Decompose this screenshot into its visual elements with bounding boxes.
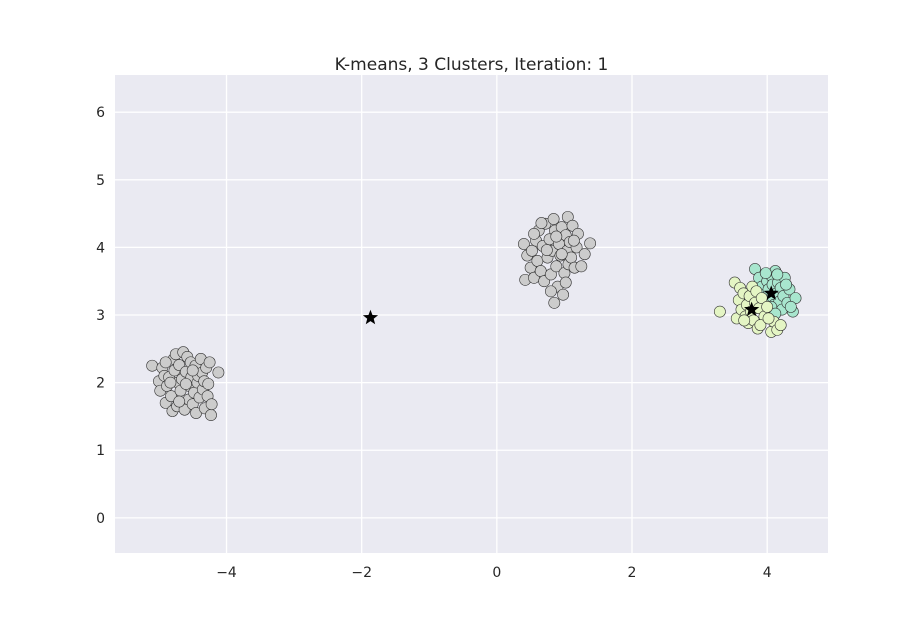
y-tick-label: 3 xyxy=(96,308,105,324)
scatter-point-cluster-1 xyxy=(545,268,557,281)
grid-lines xyxy=(115,75,828,553)
scatter-point-cluster-1 xyxy=(178,403,191,416)
scatter-point-cluster-3 xyxy=(738,314,751,327)
scatter-point-cluster-1 xyxy=(180,378,192,390)
y-tick-label: 2 xyxy=(96,376,105,392)
x-tick-label: 0 xyxy=(492,565,501,581)
centroid-star xyxy=(763,285,779,300)
scatter-point-cluster-1 xyxy=(578,248,591,261)
scatter-point-cluster-1 xyxy=(535,217,548,229)
x-tick-label: 2 xyxy=(628,565,637,581)
scatter-point-cluster-1 xyxy=(550,230,563,243)
scatter-point-cluster-1 xyxy=(205,398,218,411)
scatter-point-cluster-1 xyxy=(205,409,217,421)
scatter-point-cluster-1 xyxy=(173,395,186,408)
scatter-point-cluster-1 xyxy=(202,378,215,390)
scatter-point-cluster-2 xyxy=(771,268,784,281)
scatter-point-cluster-3 xyxy=(754,319,767,332)
y-axis-ticks: 0 1 2 3 4 5 6 xyxy=(96,105,105,527)
scatter-point-cluster-1 xyxy=(165,390,177,403)
scatter-point-cluster-3 xyxy=(761,301,774,313)
scatter-point-cluster-1 xyxy=(559,276,572,289)
scatter-point-cluster-1 xyxy=(540,244,553,257)
plot-background xyxy=(115,75,828,553)
y-tick-label: 5 xyxy=(96,173,105,189)
scatter-point-cluster-1 xyxy=(567,234,580,247)
scatter-point-cluster-1 xyxy=(526,244,538,257)
scatter-point-cluster-1 xyxy=(203,356,216,369)
y-tick-label: 0 xyxy=(96,511,105,527)
scatter-point-cluster-1 xyxy=(528,227,540,240)
centroids xyxy=(362,285,779,325)
scatter-point-cluster-1 xyxy=(557,288,569,301)
scatter-point-cluster-1 xyxy=(566,219,579,232)
scatter-point-cluster-1 xyxy=(159,356,172,369)
centroid-star xyxy=(362,309,379,325)
scatter-point-cluster-2 xyxy=(780,278,792,291)
scatter-point-cluster-1 xyxy=(146,359,159,372)
scatter-point-cluster-1 xyxy=(575,260,588,273)
scatter-point-cluster-1 xyxy=(164,376,177,389)
chart-title: K-means, 3 Clusters, Iteration: 1 xyxy=(335,55,609,75)
centroid-star xyxy=(744,301,760,317)
scatter-point-cluster-3 xyxy=(762,312,775,325)
scatter-point-cluster-1 xyxy=(545,285,557,298)
scatter-point-cluster-2 xyxy=(759,267,772,279)
scatter-point-cluster-1 xyxy=(534,265,547,277)
scatter-point-cluster-1 xyxy=(555,248,568,261)
scatter-point-cluster-3 xyxy=(774,319,787,332)
scatter-point-cluster-3 xyxy=(713,305,726,318)
scatter-point-cluster-2 xyxy=(784,301,797,313)
y-tick-label: 4 xyxy=(96,240,105,256)
x-tick-label: −4 xyxy=(216,565,237,581)
scatter-point-cluster-1 xyxy=(550,260,563,273)
y-tick-label: 6 xyxy=(96,105,105,121)
scatter-point-cluster-1 xyxy=(531,255,544,267)
scatter-point-cluster-1 xyxy=(212,366,225,379)
x-axis-ticks: −4 −2 0 2 4 xyxy=(216,565,772,581)
scatter-point-cluster-1 xyxy=(517,238,530,250)
scatter-point-cluster-1 xyxy=(548,296,561,309)
scatter-point-cluster-1 xyxy=(547,213,560,225)
data-points xyxy=(146,211,802,421)
y-tick-label: 1 xyxy=(96,443,105,459)
x-tick-label: 4 xyxy=(763,565,772,581)
x-tick-label: −2 xyxy=(351,565,372,581)
scatter-point-cluster-1 xyxy=(584,237,597,250)
scatter-point-cluster-1 xyxy=(186,364,199,377)
